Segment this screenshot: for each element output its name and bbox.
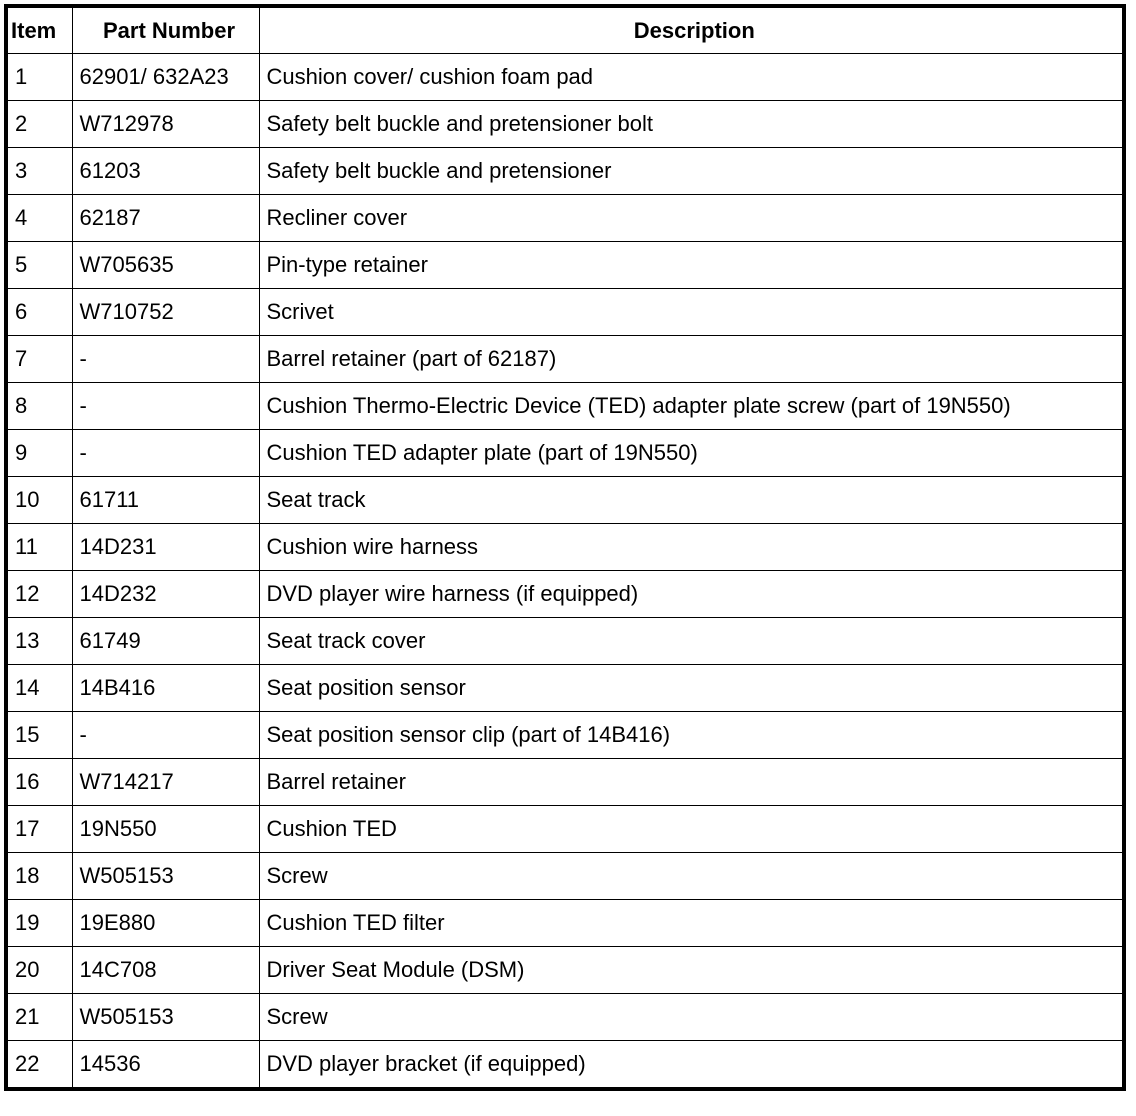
description-cell: Pin-type retainer xyxy=(258,241,1125,289)
item-cell: 5 xyxy=(5,241,73,289)
part-number-cell: 14536 xyxy=(71,1040,260,1090)
item-cell: 2 xyxy=(5,100,73,148)
description-cell: Cushion Thermo-Electric Device (TED) ada… xyxy=(258,382,1125,430)
description-cell: DVD player bracket (if equipped) xyxy=(258,1040,1125,1090)
item-cell: 20 xyxy=(5,946,73,994)
part-number-cell: - xyxy=(71,429,260,477)
table-row: 7- Barrel retainer (part of 62187) xyxy=(5,335,1125,383)
description-cell: Driver Seat Module (DSM) xyxy=(258,946,1125,994)
description-cell: DVD player wire harness (if equipped) xyxy=(258,570,1125,618)
description-cell: Cushion TED adapter plate (part of 19N55… xyxy=(258,429,1125,477)
description-cell: Seat position sensor xyxy=(258,664,1125,712)
item-cell: 9 xyxy=(5,429,73,477)
description-cell: Screw xyxy=(258,993,1125,1041)
table-row: 2 W712978 Safety belt buckle and pretensio… xyxy=(5,100,1125,148)
description-cell: Scrivet xyxy=(258,288,1125,336)
item-cell: 13 xyxy=(5,617,73,665)
description-cell: Cushion TED xyxy=(258,805,1125,853)
part-number-cell: - xyxy=(71,335,260,383)
table-row: 10 61711 Seat track xyxy=(5,476,1125,524)
description-cell: Seat position sensor clip (part of 14B41… xyxy=(258,711,1125,759)
description-cell: Seat track xyxy=(258,476,1125,524)
parts-table: Item Part Number Description 1 62901/ 632… xyxy=(4,4,1126,1091)
item-cell: 4 xyxy=(5,194,73,242)
part-number-cell: 61749 xyxy=(71,617,260,665)
table-row: 12 14D232 DVD player wire harness (if equi… xyxy=(5,570,1125,618)
item-cell: 14 xyxy=(5,664,73,712)
description-cell: Barrel retainer (part of 62187) xyxy=(258,335,1125,383)
part-number-cell: W505153 xyxy=(71,993,260,1041)
table-row: 9- Cushion TED adapter plate (part of 19N… xyxy=(5,429,1125,477)
description-cell: Cushion TED filter xyxy=(258,899,1125,947)
description-cell: Safety belt buckle and pretensioner bolt xyxy=(258,100,1125,148)
part-number-cell: 19E880 xyxy=(71,899,260,947)
header-row: Item Part Number Description xyxy=(5,5,1125,54)
table-row: 16 W714217 Barrel retainer xyxy=(5,758,1125,806)
item-cell: 18 xyxy=(5,852,73,900)
description-cell: Seat track cover xyxy=(258,617,1125,665)
item-cell: 16 xyxy=(5,758,73,806)
item-cell: 10 xyxy=(5,476,73,524)
table-row: 11 14D231 Cushion wire harness xyxy=(5,523,1125,571)
item-cell: 7 xyxy=(5,335,73,383)
table-row: 13 61749 Seat track cover xyxy=(5,617,1125,665)
table-row: 20 14C708 Driver Seat Module (DSM) xyxy=(5,946,1125,994)
item-cell: 1 xyxy=(5,53,73,101)
item-cell: 3 xyxy=(5,147,73,195)
part-number-cell: - xyxy=(71,382,260,430)
table-row: 21 W505153 Screw xyxy=(5,993,1125,1041)
table-row: 19 19E880 Cushion TED filter xyxy=(5,899,1125,947)
part-number-cell: 14D232 xyxy=(71,570,260,618)
header-part-number: Part Number xyxy=(71,5,260,54)
table-row: 5 W705635 Pin-type retainer xyxy=(5,241,1125,289)
part-number-cell: W710752 xyxy=(71,288,260,336)
description-cell: Screw xyxy=(258,852,1125,900)
part-number-cell: W505153 xyxy=(71,852,260,900)
description-cell: Cushion cover/ cushion foam pad xyxy=(258,53,1125,101)
table-row: 1 62901/ 632A23 Cushion cover/ cushion foa… xyxy=(5,53,1125,101)
part-number-cell: 61203 xyxy=(71,147,260,195)
part-number-cell: - xyxy=(71,711,260,759)
item-cell: 6 xyxy=(5,288,73,336)
table-row: 17 19N550 Cushion TED xyxy=(5,805,1125,853)
table-row: 15- Seat position sensor clip (part of 14… xyxy=(5,711,1125,759)
description-cell: Barrel retainer xyxy=(258,758,1125,806)
part-number-cell: W705635 xyxy=(71,241,260,289)
part-number-cell: W712978 xyxy=(71,100,260,148)
part-number-cell: 62901/ 632A23 xyxy=(71,53,260,101)
header-description: Description xyxy=(258,5,1125,54)
item-cell: 19 xyxy=(5,899,73,947)
table-row: 8- Cushion Thermo-Electric Device (TED) a… xyxy=(5,382,1125,430)
description-cell: Recliner cover xyxy=(258,194,1125,242)
part-number-cell: 14C708 xyxy=(71,946,260,994)
header-item: Item xyxy=(5,5,73,54)
part-number-cell: 61711 xyxy=(71,476,260,524)
table-row: 22 14536 DVD player bracket (if equipped) xyxy=(5,1040,1125,1090)
item-cell: 22 xyxy=(5,1040,73,1090)
item-cell: 17 xyxy=(5,805,73,853)
item-cell: 12 xyxy=(5,570,73,618)
item-cell: 8 xyxy=(5,382,73,430)
item-cell: 21 xyxy=(5,993,73,1041)
description-cell: Safety belt buckle and pretensioner xyxy=(258,147,1125,195)
part-number-cell: 62187 xyxy=(71,194,260,242)
table-row: 18 W505153 Screw xyxy=(5,852,1125,900)
table-row: 14 14B416 Seat position sensor xyxy=(5,664,1125,712)
table-row: 4 62187 Recliner cover xyxy=(5,194,1125,242)
item-cell: 11 xyxy=(5,523,73,571)
item-cell: 15 xyxy=(5,711,73,759)
part-number-cell: 14D231 xyxy=(71,523,260,571)
description-cell: Cushion wire harness xyxy=(258,523,1125,571)
part-number-cell: 14B416 xyxy=(71,664,260,712)
table-row: 6 W710752 Scrivet xyxy=(5,288,1125,336)
part-number-cell: 19N550 xyxy=(71,805,260,853)
table-row: 3 61203 Safety belt buckle and pretensione… xyxy=(5,147,1125,195)
part-number-cell: W714217 xyxy=(71,758,260,806)
